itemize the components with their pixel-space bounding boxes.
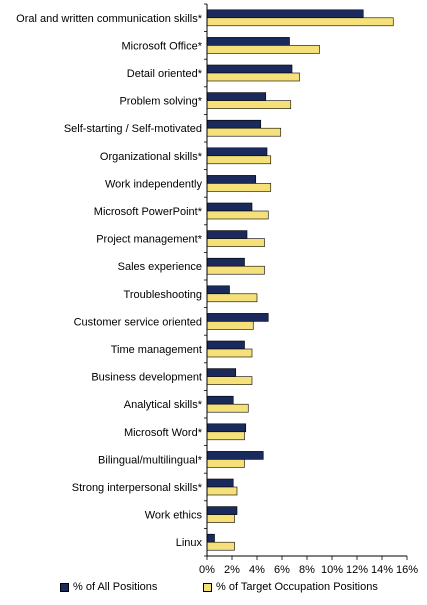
bar-target-positions — [206, 183, 272, 192]
bar-all-positions — [206, 368, 237, 377]
category-label: Detail oriented* — [127, 68, 203, 80]
bar-all-positions — [206, 340, 245, 350]
x-tick-label: 10% — [321, 564, 343, 576]
category-label: Bilingual/multilingual* — [98, 454, 203, 466]
bar-target-positions — [206, 17, 394, 27]
category-label: Time management — [111, 344, 202, 356]
bar-all-positions — [206, 230, 248, 239]
bar-all-positions — [206, 64, 293, 74]
chart-legend: % of All Positions % of Target Occupatio… — [60, 581, 427, 597]
legend-swatch-all-positions — [60, 582, 69, 592]
bar-all-positions — [206, 9, 364, 19]
bar-target-positions — [206, 321, 254, 330]
category-label: Business development — [91, 372, 202, 384]
x-tick-label: 4% — [249, 564, 265, 576]
category-label: Linux — [176, 537, 203, 549]
bar-all-positions — [206, 451, 264, 460]
bar-target-positions — [206, 238, 265, 247]
bar-all-positions — [206, 423, 247, 433]
bar-target-positions — [206, 348, 253, 358]
bar-all-positions — [206, 257, 245, 267]
bar-target-positions — [206, 210, 269, 220]
category-label: Sales experience — [118, 261, 202, 273]
bar-all-positions — [206, 37, 290, 46]
bar-target-positions — [206, 100, 292, 109]
bar-all-positions — [206, 533, 215, 543]
bar-all-positions — [206, 175, 257, 184]
bar-all-positions — [206, 202, 253, 212]
bar-all-positions — [206, 147, 268, 157]
bar-target-positions — [206, 72, 300, 82]
category-label: Problem solving* — [119, 96, 202, 108]
legend-swatch-target-positions — [203, 582, 212, 592]
legend-item-all-positions: % of All Positions — [60, 581, 157, 593]
bar-target-positions — [206, 155, 272, 165]
category-label: Self-starting / Self-motivated — [64, 123, 202, 135]
bar-target-positions — [206, 431, 245, 441]
x-tick-label: 2% — [224, 564, 240, 576]
bar-target-positions — [206, 293, 258, 303]
x-tick-label: 8% — [299, 564, 315, 576]
category-label: Microsoft PowerPoint* — [94, 206, 203, 218]
legend-label-target-positions: % of Target Occupation Positions — [216, 581, 378, 593]
category-label: Analytical skills* — [124, 399, 203, 411]
bar-target-positions — [206, 486, 238, 496]
bar-target-positions — [206, 514, 235, 523]
x-tick-label: 16% — [396, 564, 418, 576]
bar-target-positions — [206, 127, 282, 137]
legend-label-all-positions: % of All Positions — [73, 581, 158, 593]
category-label: Oral and written communication skills* — [16, 13, 203, 25]
category-label: Microsoft Word* — [124, 427, 203, 439]
category-label: Microsoft Office* — [122, 40, 203, 52]
bar-all-positions — [206, 395, 234, 405]
x-tick-label: 6% — [274, 564, 290, 576]
category-label: Organizational skills* — [100, 151, 203, 163]
bar-all-positions — [206, 506, 238, 515]
bar-target-positions — [206, 45, 320, 54]
bar-target-positions — [206, 265, 265, 275]
category-label: Work ethics — [145, 510, 203, 522]
x-tick-label: 0% — [199, 564, 215, 576]
bar-target-positions — [206, 403, 249, 413]
bar-all-positions — [206, 313, 269, 322]
category-label: Strong interpersonal skills* — [72, 482, 203, 494]
category-label: Work independently — [105, 178, 203, 190]
category-label: Project management* — [96, 234, 202, 246]
bar-all-positions — [206, 285, 230, 295]
x-tick-label: 14% — [371, 564, 393, 576]
legend-item-target-positions: % of Target Occupation Positions — [203, 581, 378, 593]
bar-all-positions — [206, 92, 267, 101]
x-tick-label: 12% — [346, 564, 368, 576]
bar-target-positions — [206, 459, 245, 468]
bar-all-positions — [206, 119, 262, 129]
category-label: Customer service oriented — [74, 316, 202, 328]
bar-target-positions — [206, 541, 235, 551]
bar-target-positions — [206, 376, 253, 385]
bar-all-positions — [206, 478, 234, 488]
category-label: Troubleshooting — [124, 289, 202, 301]
